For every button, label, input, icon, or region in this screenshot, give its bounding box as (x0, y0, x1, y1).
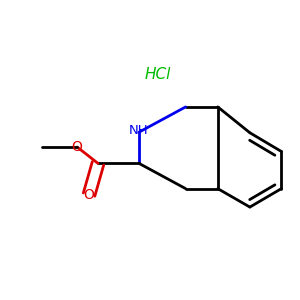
Text: O: O (72, 140, 83, 154)
Text: O: O (84, 188, 94, 202)
Text: NH: NH (129, 124, 149, 137)
Text: HCl: HCl (144, 67, 171, 82)
